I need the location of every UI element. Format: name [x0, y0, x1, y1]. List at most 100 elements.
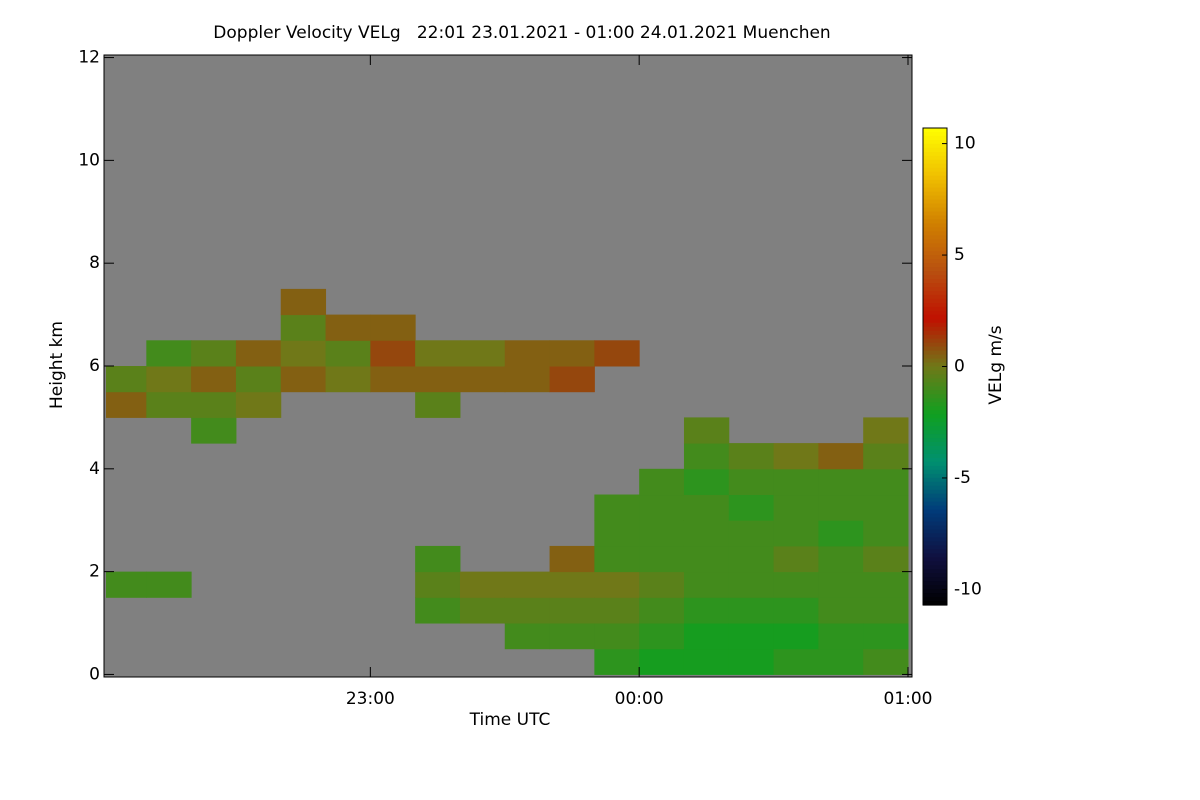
heatmap-cell [773, 443, 819, 470]
colorbar-swatch [923, 350, 947, 356]
colorbar-swatch [923, 577, 947, 582]
heatmap-cell [415, 391, 461, 418]
colorbar-swatch [923, 386, 947, 391]
heatmap-cell [191, 417, 237, 444]
heatmap-cell [106, 571, 147, 598]
colorbar-swatch [923, 398, 947, 403]
heatmap-cell [235, 366, 282, 393]
heatmap-cell [549, 597, 595, 624]
heatmap-cell [280, 366, 327, 393]
heatmap-cell [863, 571, 909, 598]
colorbar-swatch [923, 569, 947, 574]
colorbar-swatch [923, 414, 947, 419]
heatmap-cell [325, 314, 371, 341]
heatmap-cell [639, 494, 685, 521]
colorbar-swatch [923, 374, 947, 380]
colorbar-swatch [923, 557, 947, 562]
heatmap-cell [549, 623, 595, 650]
colorbar-swatch [923, 239, 947, 244]
colorbar-swatch [923, 573, 947, 578]
heatmap-cell [146, 391, 192, 418]
colorbar-swatch [923, 390, 947, 395]
colorbar-swatch [923, 509, 947, 515]
heatmap-cell [370, 340, 416, 367]
heatmap-cell [549, 545, 595, 573]
heatmap-cell [818, 468, 864, 496]
colorbar-swatch [923, 195, 947, 201]
y-tick-label: 2 [89, 562, 100, 582]
chart-title: Doppler Velocity VELg 22:01 23.01.2021 -… [213, 23, 830, 43]
colorbar-swatch [923, 139, 947, 145]
colorbar-swatch [923, 358, 947, 364]
heatmap-cell [639, 571, 685, 598]
colorbar-swatch [923, 338, 947, 344]
colorbar-swatch [923, 585, 947, 590]
heatmap-cell [415, 571, 461, 598]
heatmap-cell [818, 545, 864, 573]
heatmap-cell [818, 520, 864, 547]
heatmap-cell [728, 545, 775, 573]
heatmap-cell [106, 391, 147, 418]
colorbar-swatch [923, 199, 947, 205]
heatmap-cell [415, 597, 461, 624]
heatmap-cell [863, 623, 909, 650]
colorbar-swatch [923, 545, 947, 550]
heatmap-cell [773, 545, 819, 573]
colorbar-tick-label: -10 [954, 579, 982, 599]
colorbar-swatch [923, 501, 947, 507]
heatmap-cell [683, 520, 730, 547]
heatmap-cell [818, 597, 864, 624]
heatmap-cell [863, 443, 909, 470]
colorbar-swatch [923, 493, 947, 499]
colorbar-swatch [923, 191, 947, 197]
heatmap-cell [818, 648, 864, 675]
heatmap-cell [235, 391, 282, 418]
y-tick-label: 12 [78, 48, 100, 68]
colorbar-swatch [923, 306, 947, 312]
heatmap-cell [415, 340, 461, 367]
heatmap-cell [594, 623, 640, 650]
heatmap-cell [415, 366, 461, 393]
heatmap-cell [683, 648, 730, 675]
colorbar-swatch [923, 263, 947, 268]
colorbar-swatch [923, 318, 947, 324]
heatmap-cell [818, 623, 864, 650]
colorbar-swatch [923, 505, 947, 511]
heatmap-cell [863, 597, 909, 624]
x-tick-label: 23:00 [346, 689, 395, 709]
heatmap-cell [504, 623, 551, 650]
colorbar-tick-label: -5 [954, 468, 971, 488]
colorbar-swatch [923, 597, 947, 602]
colorbar-tick-label: 10 [954, 134, 976, 154]
heatmap-cell [683, 468, 730, 496]
heatmap-cell [818, 494, 864, 521]
heatmap-cell [818, 571, 864, 598]
heatmap-cell [728, 494, 775, 521]
colorbar-swatch [923, 537, 947, 542]
heatmap-cell [863, 494, 909, 521]
colorbar-swatch [923, 453, 947, 459]
colorbar-swatch [923, 243, 947, 248]
colorbar-swatch [923, 183, 947, 189]
colorbar-swatch [923, 457, 947, 463]
heatmap-cell [683, 443, 730, 470]
colorbar-swatch [923, 330, 947, 336]
heatmap-cell [370, 366, 416, 393]
heatmap-cell [549, 340, 595, 367]
heatmap-cell [728, 623, 775, 650]
heatmap-cell [280, 314, 327, 341]
heatmap-cell [863, 468, 909, 496]
heatmap-cell [683, 597, 730, 624]
colorbar-swatch [923, 346, 947, 352]
y-axis-label: Height km [47, 321, 67, 409]
heatmap-cell [146, 340, 192, 367]
heatmap-cell [639, 648, 685, 675]
heatmap-cell [594, 545, 640, 573]
colorbar-swatch [923, 378, 947, 383]
heatmap-cell [280, 288, 327, 316]
colorbar-swatch [923, 366, 947, 372]
colorbar-swatch [923, 533, 947, 539]
heatmap-cell [773, 571, 819, 598]
heatmap-cell [504, 571, 551, 598]
colorbar-swatch [923, 422, 947, 427]
